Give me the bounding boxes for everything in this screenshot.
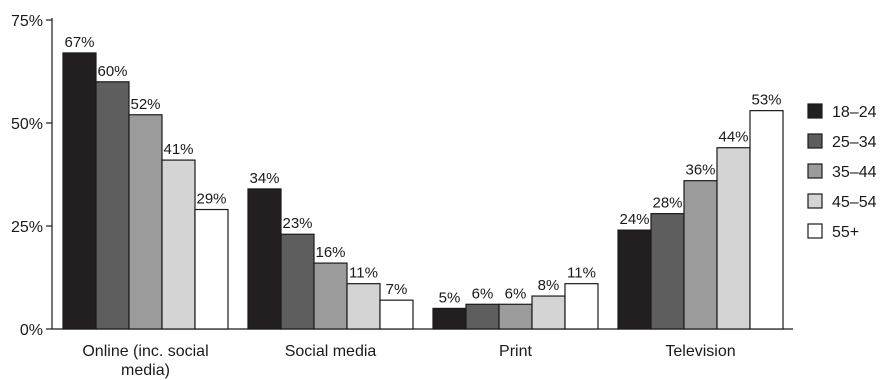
bar: [346, 283, 381, 330]
data-label: 53%: [751, 92, 781, 109]
bar: [617, 229, 652, 330]
category-label: Television: [665, 343, 735, 360]
legend-label: 18–24: [832, 104, 877, 121]
data-label: 16%: [315, 244, 345, 261]
bar: [62, 52, 97, 330]
category-label: Print: [499, 343, 532, 360]
category-label-line: media): [121, 362, 170, 379]
bar: [465, 303, 500, 330]
legend-label: 55+: [832, 224, 859, 241]
bar: [432, 307, 467, 330]
y-axis: 0% 25% 50% 75%: [11, 13, 53, 339]
data-label: 52%: [130, 96, 160, 113]
legend-swatch: [807, 103, 823, 119]
category-label: Online (inc. social media): [82, 343, 208, 379]
data-label: 44%: [718, 129, 748, 146]
y-tick-label: 25%: [11, 219, 43, 236]
legend-swatch: [807, 193, 823, 209]
data-label: 34%: [249, 170, 279, 187]
bar: [161, 159, 196, 330]
data-label: 8%: [538, 277, 560, 294]
legend-label: 25–34: [832, 134, 877, 151]
bar: [313, 262, 348, 330]
data-label: 67%: [64, 34, 94, 51]
bar: [379, 299, 414, 330]
data-label: 6%: [505, 285, 527, 302]
category-label-line: Social media: [285, 343, 377, 360]
data-label: 24%: [619, 211, 649, 228]
category-label-line: Television: [665, 343, 735, 360]
legend-swatch: [807, 223, 823, 239]
data-label: 7%: [386, 281, 408, 298]
bar: [716, 147, 751, 330]
data-label: 60%: [97, 63, 127, 80]
category-labels: Online (inc. social media) Social media Pri…: [82, 343, 735, 379]
y-tick-label: 50%: [11, 116, 43, 133]
data-label: 23%: [282, 215, 312, 232]
bar: [564, 283, 599, 330]
bar: [247, 188, 282, 330]
data-labels: 67%60%52%41%29%34%23%16%11%7% 5% 6% 6% 8%11%…: [64, 34, 781, 306]
bar: [280, 233, 315, 330]
data-label: 6%: [472, 285, 494, 302]
legend: 18–24 25–34 35–44 45–54 55+: [807, 103, 877, 241]
bar: [531, 295, 566, 330]
data-label: 11%: [349, 265, 378, 282]
data-label: 36%: [685, 162, 715, 179]
bar: [683, 180, 718, 330]
data-label: 5%: [439, 289, 461, 306]
bars: [62, 52, 784, 330]
bar: [498, 303, 533, 330]
category-label-line: Online (inc. social: [82, 343, 208, 360]
data-label: 11%: [567, 265, 596, 282]
bar: [128, 114, 163, 330]
category-label: Social media: [285, 343, 377, 360]
legend-swatch: [807, 133, 823, 149]
data-label: 28%: [652, 195, 682, 212]
category-label-line: Print: [499, 343, 532, 360]
legend-label: 35–44: [832, 164, 877, 181]
bar: [749, 110, 784, 330]
data-label: 41%: [163, 141, 193, 158]
bar: [650, 213, 685, 330]
legend-swatch: [807, 163, 823, 179]
legend-label: 45–54: [832, 194, 877, 211]
y-tick-label: 75%: [11, 13, 43, 30]
bar: [95, 81, 130, 330]
y-tick-label: 0%: [20, 322, 43, 339]
bar: [194, 208, 229, 330]
data-label: 29%: [196, 191, 226, 208]
